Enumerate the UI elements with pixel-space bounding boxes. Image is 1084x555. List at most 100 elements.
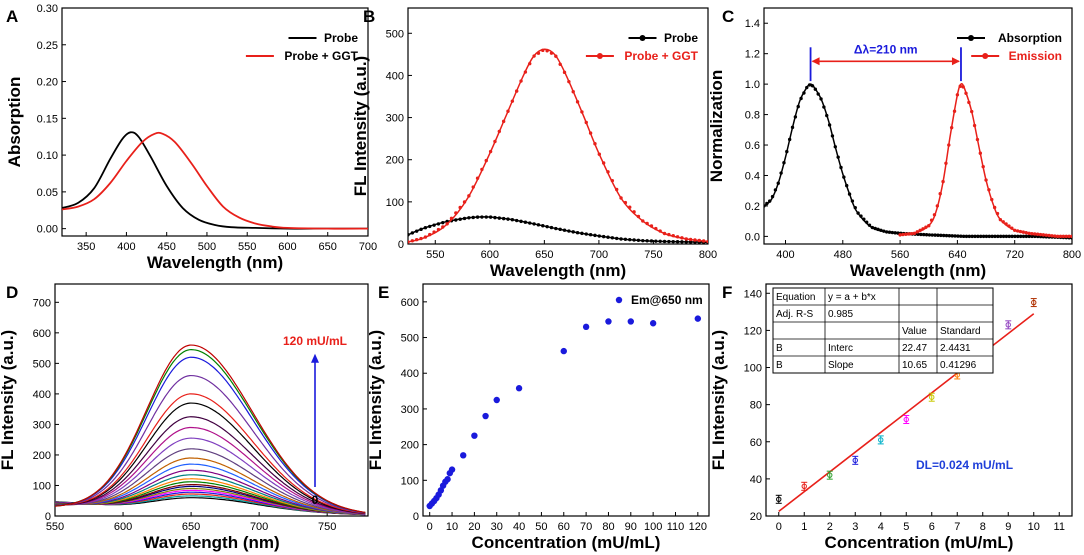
data-point: [1004, 234, 1009, 239]
y-tick-label: 400: [401, 368, 419, 380]
data-point: [632, 238, 636, 242]
data-point: [675, 240, 680, 244]
data-point: [981, 164, 985, 169]
data-point: [680, 236, 684, 240]
x-axis-title: Wavelength (nm): [490, 261, 626, 280]
data-point: [1035, 232, 1040, 236]
data-point: [471, 215, 475, 220]
data-point: [930, 233, 934, 237]
data-point: [1024, 234, 1029, 239]
data-point: [605, 318, 612, 325]
data-point: [1033, 234, 1037, 239]
data-point: [990, 234, 994, 239]
data-point: [514, 89, 519, 93]
data-point: [970, 109, 974, 114]
y-tick-label: 0.6: [745, 140, 760, 152]
data-point: [454, 218, 458, 222]
table-cell: Interc: [828, 343, 853, 354]
data-point: [528, 221, 532, 225]
data-point: [967, 100, 971, 105]
data-point: [887, 230, 892, 234]
legend-label: Probe: [324, 31, 358, 45]
y-tick-label: 300: [401, 404, 419, 416]
data-point: [419, 227, 423, 232]
legend-marker: [639, 35, 646, 41]
data-point: [918, 228, 922, 232]
data-point: [779, 171, 783, 175]
table-cell: Value: [902, 326, 927, 337]
x-tick-label: 30: [491, 521, 503, 533]
y-tick-label: 0.00: [37, 224, 58, 236]
panel-label: E: [378, 283, 389, 302]
data-point: [822, 105, 826, 109]
panel-c: C 400 480 560 640 720 800 0.0 0.2 0.4 0.6 0.8 1.0 1.2…: [707, 7, 1081, 280]
data-point: [1027, 234, 1031, 239]
data-point: [501, 216, 506, 221]
x-tick-label: 60: [558, 521, 570, 533]
x-tick-label: 700: [250, 521, 268, 533]
x-tick-label: 550: [46, 521, 64, 533]
data-point: [501, 119, 506, 124]
y-tick-label: 400: [33, 389, 51, 401]
y-tick-label: 500: [386, 28, 404, 40]
data-point: [510, 217, 515, 222]
data-point: [462, 216, 467, 221]
data-point: [884, 230, 889, 234]
x-tick-label: 550: [426, 249, 444, 261]
data-point: [693, 238, 697, 242]
data-point: [805, 85, 809, 90]
data-point: [850, 199, 855, 203]
data-point: [1021, 230, 1025, 234]
data-point: [1064, 234, 1068, 239]
data-point: [1021, 234, 1026, 239]
data-point: [950, 234, 954, 238]
table-cell: Slope: [828, 360, 854, 371]
plot-frame: [763, 7, 1073, 245]
data-point: [764, 204, 766, 208]
series-group: [764, 83, 1072, 240]
data-point: [870, 225, 875, 230]
data-point: [567, 229, 571, 233]
data-point: [776, 496, 782, 502]
data-point: [947, 234, 952, 238]
data-point: [523, 70, 528, 74]
data-point: [627, 318, 634, 325]
data-point: [847, 192, 852, 196]
data-point: [936, 233, 940, 237]
data-point: [480, 167, 484, 172]
y-axis-title: FL Intensity (a.u.): [0, 330, 17, 470]
data-point: [532, 54, 536, 58]
data-point: [471, 432, 478, 439]
spectrum-line: [55, 393, 366, 514]
data-point: [987, 188, 991, 192]
data-point: [1031, 299, 1037, 306]
increase-arrow-head: [311, 353, 319, 363]
data-point: [460, 452, 467, 459]
fit-table: [772, 287, 994, 374]
spectrum-line: [55, 374, 366, 514]
data-point: [441, 220, 445, 225]
table-cell: y = a + b*x: [828, 292, 876, 303]
data-point: [1007, 234, 1011, 239]
data-point: [584, 120, 588, 125]
data-point: [523, 220, 528, 224]
spectrum-line: [55, 437, 366, 515]
data-point: [484, 215, 488, 219]
series-line: [408, 48, 708, 243]
table-cell: B: [776, 360, 783, 371]
data-point: [575, 230, 580, 235]
table-cell: 2.4431: [940, 343, 971, 354]
data-point: [623, 200, 628, 205]
series-line: [62, 131, 368, 230]
y-tick-label: 0.10: [37, 150, 58, 162]
table-cell: 0.985: [828, 309, 853, 320]
data-point: [1010, 234, 1014, 239]
data-point: [488, 215, 493, 219]
x-tick-label: 110: [667, 521, 685, 533]
x-axis-title: Wavelength (nm): [850, 261, 986, 280]
data-point: [941, 179, 945, 184]
table-cell: Standard: [940, 326, 981, 337]
data-point: [432, 223, 436, 227]
x-tick-label: 9: [1005, 521, 1011, 533]
x-tick-label: 1: [801, 521, 807, 533]
